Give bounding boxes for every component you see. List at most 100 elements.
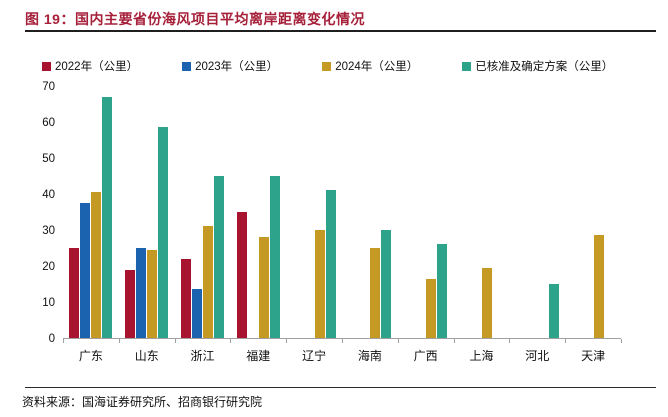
bar-series2-广西 <box>426 278 437 338</box>
bar-series2-浙江 <box>202 226 213 338</box>
y-tick-label: 60 <box>42 117 55 129</box>
x-axis-tick <box>565 339 567 343</box>
bar-slot <box>102 87 113 338</box>
x-label-3: 福建 <box>246 349 271 363</box>
bar-slot <box>516 87 526 338</box>
bar-group-0 <box>63 87 119 338</box>
y-axis: 0 10 20 30 40 50 60 70 <box>25 81 55 345</box>
bar-slot <box>258 87 269 338</box>
legend-label-1: 2023年（公里） <box>195 61 279 73</box>
bar-slot <box>314 87 325 338</box>
bar-slot <box>269 87 280 338</box>
bar-series2-山东 <box>147 249 158 338</box>
bar-group-4 <box>286 87 342 338</box>
x-axis-tick <box>230 339 232 343</box>
x-axis-tick <box>118 339 120 343</box>
bar-slot <box>404 87 414 338</box>
bar-slot <box>325 87 336 338</box>
bar-series2-海南 <box>370 248 381 338</box>
bar-slot <box>80 87 91 338</box>
bar-slot <box>437 87 448 338</box>
bar-series0-福建 <box>236 212 247 338</box>
bar-slot <box>202 87 213 338</box>
x-axis-tick <box>63 339 64 343</box>
x-axis-tick <box>397 339 399 343</box>
x-axis-tick <box>174 339 176 343</box>
legend-swatch-icon-2 <box>322 61 332 71</box>
x-axis-tick <box>453 339 455 343</box>
bar-series3-广西 <box>437 244 448 338</box>
legend-label-3: 已核准及确定方案（公里） <box>475 61 614 73</box>
x-axis-tick <box>286 339 288 343</box>
figure-title: 图 19：国内主要省份海风项目平均离岸距离变化情况 <box>25 11 365 27</box>
bar-series0-山东 <box>125 269 136 338</box>
bar-slot <box>136 87 147 338</box>
bar-series1-广东 <box>80 203 91 338</box>
bar-slot <box>538 87 548 338</box>
legend-label-2: 2024年（公里） <box>335 61 419 73</box>
source-divider <box>25 387 656 388</box>
legend-swatch-icon-0 <box>42 61 51 71</box>
bar-series3-海南 <box>381 230 392 338</box>
legend-item-2: 2024年（公里） <box>322 58 418 74</box>
y-tick-label: 0 <box>48 333 55 345</box>
bar-group-2 <box>175 87 231 338</box>
bar-series3-广东 <box>102 96 113 338</box>
y-tick-label: 10 <box>42 297 55 309</box>
y-tick-label: 30 <box>42 225 55 237</box>
bar-series3-河北 <box>548 284 559 338</box>
bar-group-6 <box>398 87 454 338</box>
bar-slot <box>147 87 158 338</box>
bar-slot <box>248 87 258 338</box>
bar-series0-浙江 <box>180 258 191 338</box>
bar-slot <box>125 87 136 338</box>
bar-series2-辽宁 <box>314 230 325 338</box>
y-tick-label: 70 <box>42 81 55 93</box>
bar-slot <box>91 87 102 338</box>
bar-series0-广东 <box>69 248 80 338</box>
bar-slot <box>213 87 224 338</box>
bar-slot <box>304 87 314 338</box>
source-note: 资料来源：国海证券研究所、招商银行研究院 <box>22 395 263 409</box>
bar-slot <box>481 87 492 338</box>
bar-slot <box>605 87 615 338</box>
title-divider <box>25 30 656 32</box>
chart-legend: 2022年（公里） 2023年（公里） 2024年（公里） 已核准及确定方案（公里） <box>42 58 658 74</box>
legend-swatch-icon-3 <box>462 61 472 71</box>
bar-slot <box>236 87 247 338</box>
bar-slot <box>493 87 503 338</box>
bar-series2-上海 <box>481 267 492 338</box>
bar-series3-辽宁 <box>325 190 336 338</box>
bar-slot <box>158 87 169 338</box>
bar-slot <box>191 87 202 338</box>
bar-series3-山东 <box>158 127 169 338</box>
x-axis-tick <box>509 339 511 343</box>
y-tick-label: 20 <box>42 261 55 273</box>
legend-item-0: 2022年（公里） <box>42 58 138 74</box>
bar-series3-浙江 <box>213 176 224 338</box>
bar-slot <box>593 87 604 338</box>
bar-series3-福建 <box>269 176 280 338</box>
bar-slot <box>381 87 392 338</box>
bar-group-9 <box>565 87 621 338</box>
bar-slot <box>180 87 191 338</box>
bar-group-8 <box>509 87 565 338</box>
x-label-2: 浙江 <box>190 349 215 363</box>
bar-series1-山东 <box>136 248 147 338</box>
bar-slot <box>572 87 582 338</box>
x-label-8: 河北 <box>525 349 550 363</box>
bar-series2-广东 <box>91 192 102 338</box>
legend-swatch-icon-1 <box>182 61 192 71</box>
bar-slot <box>348 87 358 338</box>
bar-chart: 0 10 20 30 40 50 60 70 广东 山东 浙江 福建 辽宁 海南 广西 上海 河北 天津 <box>25 81 655 372</box>
bar-group-5 <box>342 87 398 338</box>
legend-item-1: 2023年（公里） <box>182 58 278 74</box>
bar-slot <box>548 87 559 338</box>
x-label-6: 广西 <box>413 349 438 363</box>
bar-slot <box>415 87 425 338</box>
bar-series2-天津 <box>593 235 604 338</box>
plot-area <box>63 87 621 339</box>
x-label-0: 广东 <box>78 349 103 363</box>
bar-slot <box>69 87 80 338</box>
bar-slot <box>527 87 537 338</box>
